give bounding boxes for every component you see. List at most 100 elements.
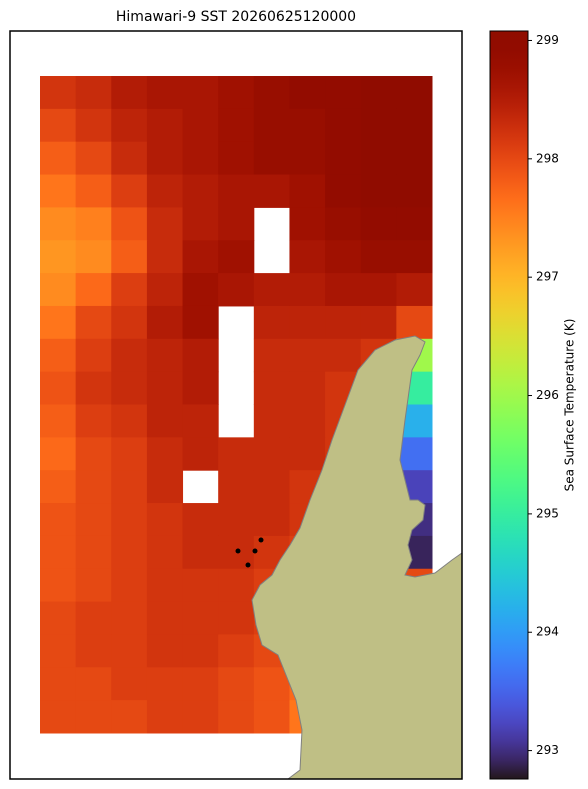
sst-cell: [75, 207, 112, 241]
sst-cell: [289, 207, 326, 241]
sst-cell: [289, 108, 326, 143]
sst-cell: [40, 503, 77, 537]
sst-cell: [253, 338, 290, 373]
sst-cell: [146, 305, 184, 340]
sst-cell: [75, 141, 112, 176]
sst-cell: [253, 141, 290, 176]
sst-cell: [182, 371, 219, 405]
sst-cell: [75, 305, 112, 340]
sst-cell: [40, 634, 77, 668]
sst-cell: [146, 437, 184, 471]
sst-cell: [253, 700, 290, 734]
sst-cell: [182, 174, 219, 208]
map-frame: [9, 30, 463, 780]
sst-cell: [146, 76, 184, 110]
map-title: Himawari-9 SST 20260625120000: [116, 9, 356, 25]
sst-cell: [360, 305, 397, 340]
sst-cell: [111, 371, 148, 405]
sst-cell: [40, 404, 77, 438]
sst-cell: [396, 207, 433, 241]
sst-cell: [111, 305, 148, 340]
sst-cell: [218, 470, 255, 504]
sst-cell: [253, 437, 290, 471]
sst-cell: [182, 305, 219, 340]
sst-cell: [396, 174, 433, 208]
sst-cell: [289, 174, 326, 208]
sst-cell: [182, 240, 219, 274]
sst-cell: [218, 240, 255, 274]
sst-cell: [111, 273, 148, 307]
sst-cell: [182, 404, 219, 438]
sst-cell: [182, 76, 219, 110]
sst-cell: [289, 338, 326, 373]
sst-cell: [218, 273, 255, 307]
sst-cell: [111, 207, 148, 241]
sst-cell: [218, 437, 255, 471]
sst-cell: [289, 273, 326, 307]
sst-cell: [182, 141, 219, 176]
sst-cell: [218, 141, 255, 176]
sst-cell: [111, 470, 148, 504]
sst-cell: [111, 76, 148, 110]
sst-cell: [40, 76, 77, 110]
sst-cell: [40, 174, 77, 208]
sst-cell: [218, 568, 255, 603]
sst-cell: [360, 76, 397, 110]
colorbar-label: Sea Surface Temperature (K): [563, 319, 577, 492]
sst-cell: [182, 108, 219, 143]
sst-cell: [325, 174, 362, 208]
sst-cell: [111, 141, 148, 176]
sst-cell: [218, 667, 255, 701]
sst-cell: [111, 503, 148, 537]
sst-cell: [182, 601, 219, 635]
sst-cell: [325, 108, 362, 143]
sst-cell: [111, 634, 148, 668]
sst-cell: [396, 240, 433, 274]
sst-cell: [396, 76, 433, 110]
colorbar-tick-label: 297: [536, 270, 559, 284]
colorbar-tick-label: 299: [536, 33, 559, 47]
sst-cell: [218, 634, 255, 668]
sst-cell: [360, 174, 397, 208]
sst-cell: [75, 371, 112, 405]
colorbar: [489, 30, 529, 780]
sst-cell: [40, 240, 77, 274]
sst-cell: [289, 437, 326, 471]
sst-cell: [253, 273, 290, 307]
sst-cell: [289, 371, 326, 405]
sst-cell: [325, 305, 362, 340]
sst-cell: [396, 141, 433, 176]
sst-cell: [75, 76, 112, 110]
sst-cell: [182, 338, 219, 373]
sst-cell: [218, 601, 255, 635]
sst-cell: [182, 503, 219, 537]
sst-cell: [40, 667, 77, 701]
sst-cell: [40, 207, 77, 241]
colorbar-tick-label: 296: [536, 388, 559, 402]
sst-cell: [360, 240, 397, 274]
sst-cell: [218, 700, 255, 734]
sst-cell: [218, 174, 255, 208]
sst-cell: [40, 108, 77, 143]
sst-cell: [325, 240, 362, 274]
sst-cell: [182, 535, 219, 570]
sst-cell: [40, 601, 77, 635]
sst-cell: [146, 535, 184, 570]
sst-cell: [40, 535, 77, 570]
sst-cell: [75, 535, 112, 570]
colorbar-tick-label: 298: [536, 151, 559, 165]
sst-cell: [253, 108, 290, 143]
sst-cell: [75, 437, 112, 471]
sst-cell: [75, 667, 112, 701]
sst-cell: [75, 174, 112, 208]
sst-cell: [146, 634, 184, 668]
sst-cell: [111, 338, 148, 373]
sst-cell: [146, 108, 184, 143]
sst-cell: [40, 437, 77, 471]
sst-cell: [325, 76, 362, 110]
sst-cell: [253, 76, 290, 110]
sst-cell: [182, 634, 219, 668]
sst-cell: [75, 503, 112, 537]
sst-cell: [75, 108, 112, 143]
sst-cell: [40, 700, 77, 734]
